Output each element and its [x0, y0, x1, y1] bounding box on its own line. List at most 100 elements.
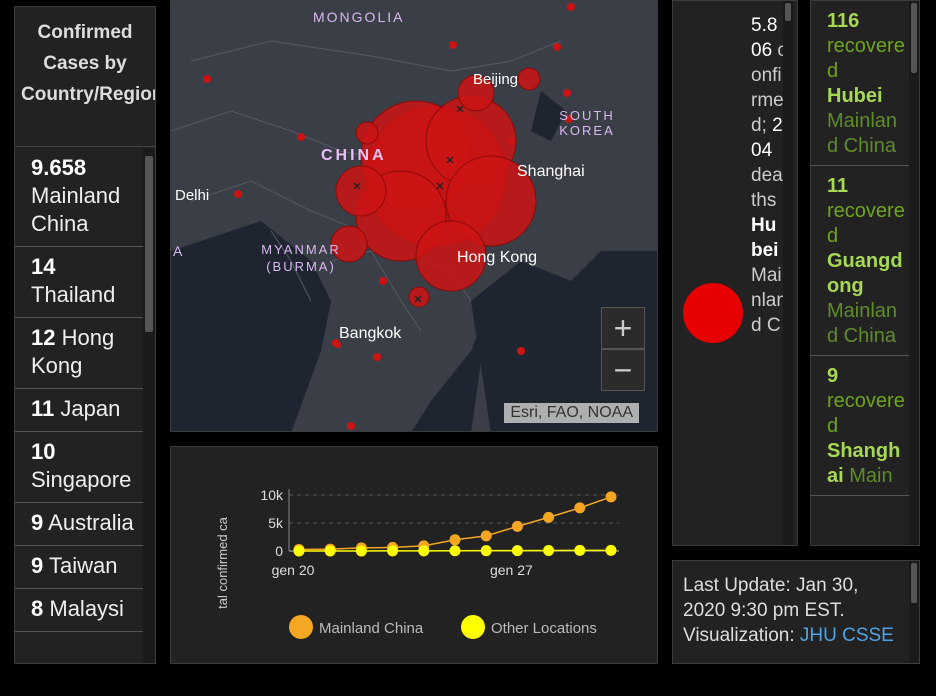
confirmed-count: 5.806 [751, 15, 778, 61]
cases-chart: 10k 5k 0 tal confirmed ca gen 20 gen 27 Mainla… [215, 487, 619, 639]
map-label-delhi: Delhi [175, 187, 210, 204]
confirmed-by-country-panel: Confirmed Cases by Country/Region 9.658 … [14, 6, 156, 664]
country-count: 9 [31, 510, 44, 535]
list-item[interactable]: 8 Malaysi [15, 589, 143, 632]
country-count: 11 [31, 396, 55, 421]
country-name: Malaysi [49, 596, 124, 621]
country-name: Japan [60, 396, 121, 421]
list-item[interactable]: 14 Thailand [15, 247, 143, 318]
list-item[interactable]: 11 recovered Guangdong Mainland China [811, 166, 919, 356]
case-dot-icon [683, 283, 743, 343]
list-scrollbar[interactable] [143, 148, 155, 663]
data-point [355, 545, 367, 557]
small-case-dots [203, 3, 575, 430]
data-point [387, 545, 399, 557]
legend-label: Other Locations [491, 620, 597, 637]
separator: ; [761, 115, 767, 136]
recovered-count: 9 [827, 365, 839, 387]
last-update-text: Last Update: Jan 30, 2020 9:30 pm EST. V… [673, 561, 919, 648]
map-label-south-korea: SOUTH KOREA [559, 108, 615, 138]
deaths-detail: 5.806 confirmed; 204 deaths Hubei Mainla… [751, 13, 787, 338]
data-point [293, 545, 305, 557]
data-point [511, 545, 523, 557]
panel-title: Confirmed Cases by Country/Region [15, 7, 155, 147]
country-count: 9 [31, 553, 44, 578]
map-label-hong-kong: Hong Kong [457, 249, 538, 266]
data-point [480, 545, 492, 557]
map-view[interactable]: MONGOLIA Beijing SOUTH KOREA CHINA Shang… [170, 0, 658, 432]
map-label-china: CHINA [321, 147, 387, 164]
last-update-label: Last Update: Jan 30, 2020 9:30 pm EST. [683, 575, 859, 621]
country-count: 10 [31, 439, 56, 464]
cases-chart-panel: 10k 5k 0 tal confirmed ca gen 20 gen 27 Mainla… [170, 446, 658, 664]
list-item[interactable]: 116 recovered Hubei Mainland China [811, 1, 919, 166]
jhu-csse-link[interactable]: JHU CSSE [799, 625, 894, 646]
recovered-count: 11 [827, 175, 849, 197]
x-tick-label: gen 27 [490, 562, 533, 578]
country-count: 9.658 [31, 155, 87, 180]
country-count: 12 [31, 325, 56, 350]
map-label-mongolia: MONGOLIA [313, 9, 405, 25]
visualization-label: Visualization: [683, 625, 795, 646]
list-item[interactable]: 9 recovered Shanghai Main [811, 356, 919, 496]
legend-marker [461, 615, 485, 639]
region-name: Main [849, 465, 893, 487]
country-name: Hong Kong [31, 325, 115, 378]
list-item[interactable]: 9 Australia [15, 503, 143, 546]
country-list: 9.658 Mainland China 14 Thailand 12 Hong… [15, 148, 143, 632]
zoom-out-button[interactable]: − [601, 349, 645, 391]
map-label-myanmar: MYANMAR (BURMA) [261, 242, 341, 274]
country-name: Thailand [31, 282, 116, 307]
data-point [605, 544, 617, 556]
region-name: Mainland China [827, 110, 898, 157]
zoom-in-button[interactable]: + [601, 307, 645, 349]
capital-markers [353, 105, 464, 303]
map-label-fragment: A [173, 243, 185, 259]
legend-marker [289, 615, 313, 639]
recovered-scrollbar[interactable] [909, 1, 919, 545]
x-tick-label: gen 20 [272, 562, 315, 578]
map-canvas[interactable] [171, 1, 658, 432]
map-label-shanghai: Shanghai [517, 163, 585, 180]
place-name: Guangdong [827, 250, 903, 297]
data-point [449, 545, 461, 557]
country-count: 14 [31, 254, 56, 279]
data-point [449, 534, 461, 546]
y-axis-label: tal confirmed ca [215, 516, 230, 609]
recovered-label: recovered [827, 390, 905, 437]
place-name: Shanghai [827, 440, 901, 487]
place-name: Hubei [751, 215, 779, 261]
list-item[interactable]: 11 Japan [15, 389, 143, 432]
data-point [605, 491, 617, 503]
recovered-label: recovered [827, 35, 905, 82]
region-name: Mainland China [827, 300, 898, 347]
country-name: Singapore [31, 467, 132, 492]
data-point [511, 520, 523, 532]
map-label-beijing: Beijing [473, 71, 519, 88]
deaths-label: deaths [751, 165, 783, 211]
data-point [418, 545, 430, 557]
place-name: Hubei [827, 85, 883, 107]
data-point [543, 545, 555, 557]
death-count: 204 [751, 115, 783, 161]
list-item[interactable]: 10 Singapore [15, 432, 143, 503]
last-update-panel: Last Update: Jan 30, 2020 9:30 pm EST. V… [672, 560, 920, 664]
recovered-panel: 116 recovered Hubei Mainland China 11 re… [810, 0, 920, 546]
recovered-count: 116 [827, 10, 860, 32]
country-name: Mainland China [31, 183, 121, 236]
deaths-scrollbar[interactable] [783, 1, 793, 545]
list-item[interactable]: 9 Taiwan [15, 546, 143, 589]
confirmed-label: confirmed [751, 40, 787, 136]
list-item[interactable]: 9.658 Mainland China [15, 148, 143, 247]
region-name: Mainland C [751, 265, 787, 336]
update-scrollbar[interactable] [909, 561, 919, 663]
data-point [480, 530, 492, 542]
list-item[interactable]: 12 Hong Kong [15, 318, 143, 389]
recovered-label: recovered [827, 200, 905, 247]
data-point [324, 545, 336, 557]
country-name: Australia [48, 510, 134, 535]
data-point [543, 511, 555, 523]
country-count: 8 [31, 596, 44, 621]
map-label-bangkok: Bangkok [339, 325, 402, 342]
data-point [574, 502, 586, 514]
